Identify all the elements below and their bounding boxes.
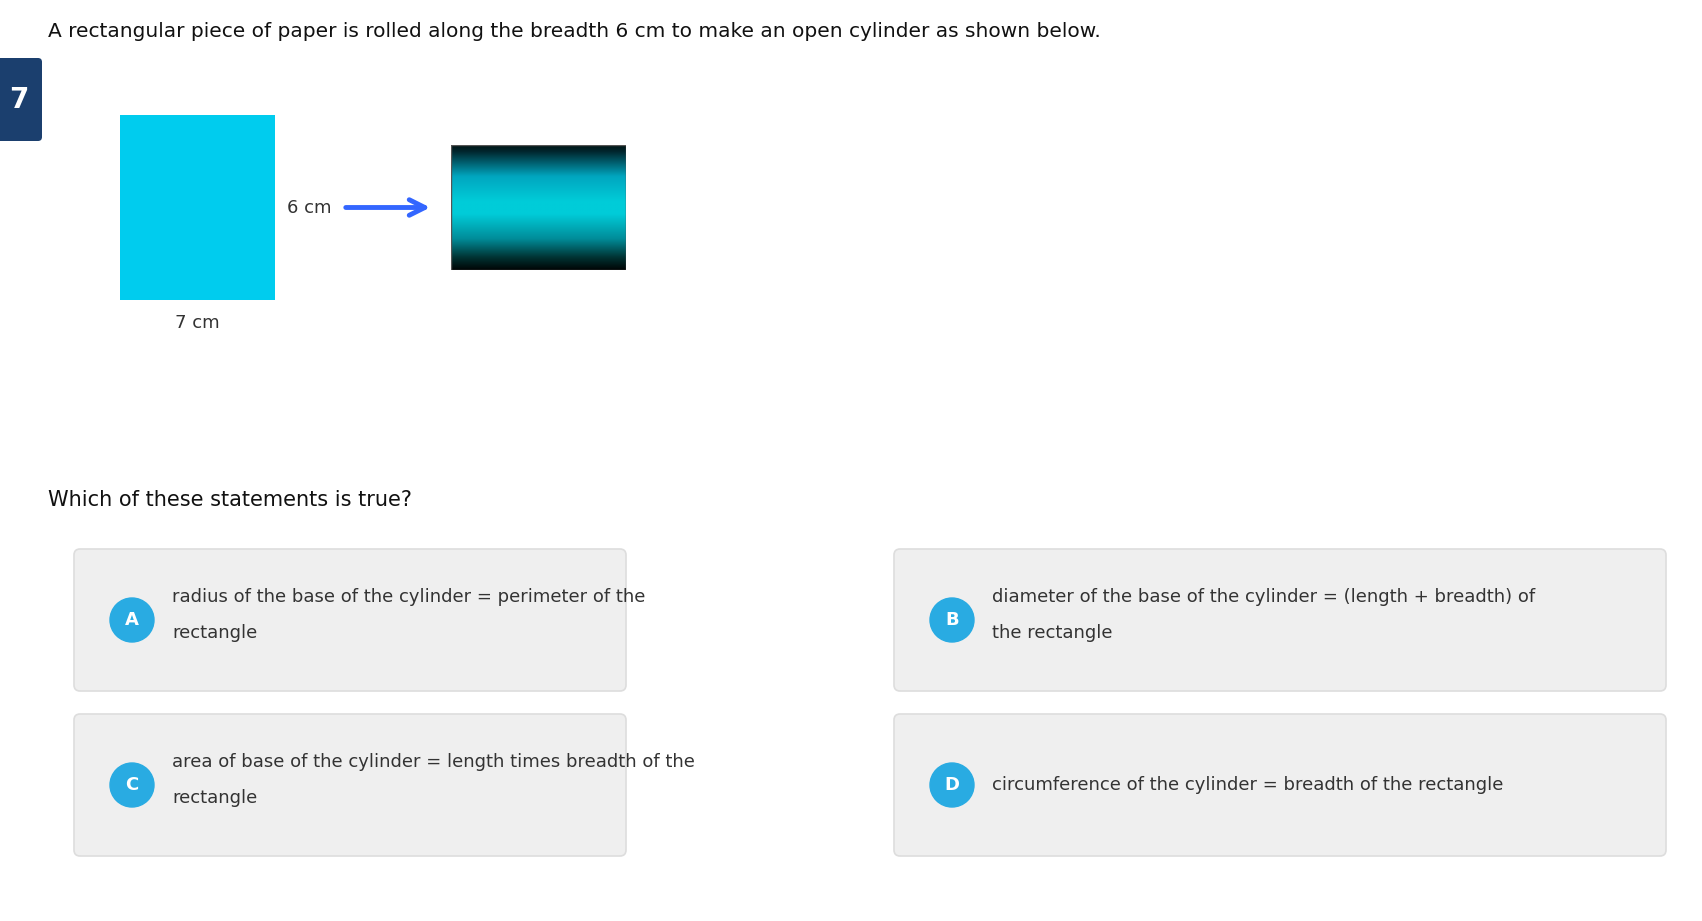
Text: circumference of the cylinder = breadth of the rectangle: circumference of the cylinder = breadth … [992,776,1503,794]
Text: C: C [126,776,138,794]
Text: 7: 7 [9,86,29,114]
Circle shape [929,598,974,642]
Text: 6 cm: 6 cm [288,199,332,216]
Text: diameter of the base of the cylinder = (length + breadth) of: diameter of the base of the cylinder = (… [992,588,1535,606]
FancyBboxPatch shape [73,714,626,856]
Text: A rectangular piece of paper is rolled along the breadth 6 cm to make an open cy: A rectangular piece of paper is rolled a… [48,22,1101,41]
Text: the rectangle: the rectangle [992,624,1113,642]
Circle shape [929,763,974,807]
Text: radius of the base of the cylinder = perimeter of the: radius of the base of the cylinder = per… [172,588,645,606]
Text: B: B [945,611,958,629]
Text: area of base of the cylinder = length times breadth of the: area of base of the cylinder = length ti… [172,753,694,771]
FancyBboxPatch shape [121,115,276,300]
Text: A: A [124,611,140,629]
FancyBboxPatch shape [894,714,1666,856]
Text: D: D [945,776,960,794]
Text: 7 cm: 7 cm [175,314,220,332]
Circle shape [111,763,153,807]
Circle shape [111,598,153,642]
FancyBboxPatch shape [894,549,1666,691]
Text: Which of these statements is true?: Which of these statements is true? [48,490,412,510]
Text: rectangle: rectangle [172,624,257,642]
FancyBboxPatch shape [73,549,626,691]
Text: rectangle: rectangle [172,789,257,807]
FancyBboxPatch shape [0,58,43,141]
